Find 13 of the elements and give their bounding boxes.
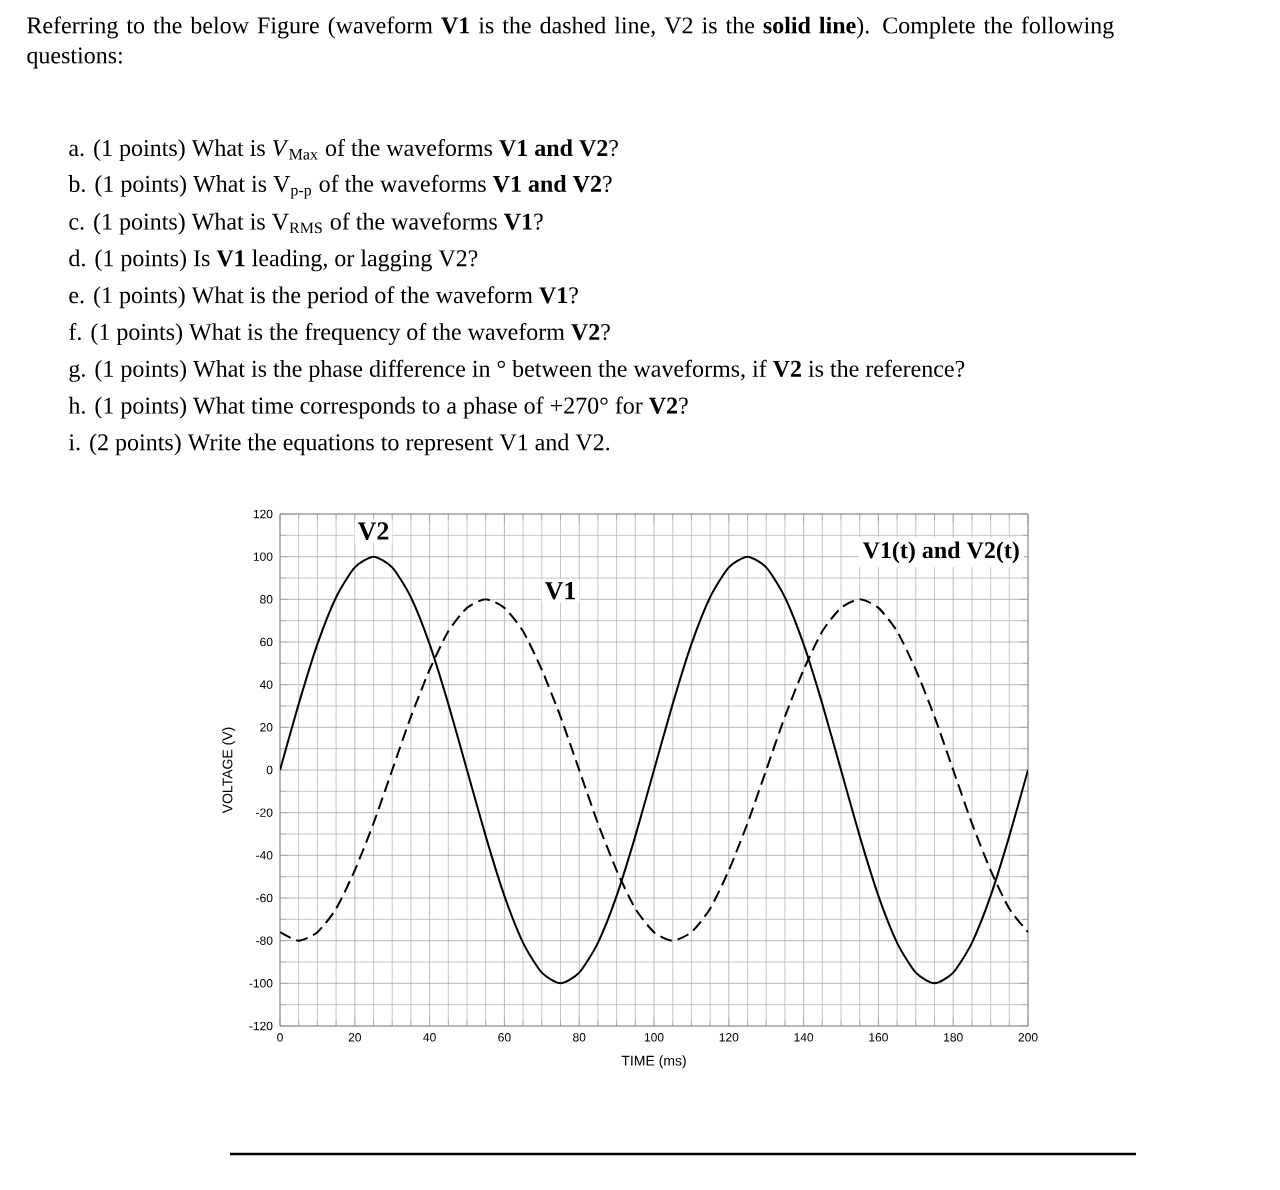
text: V1(t) and V2(t) [862,541,1019,564]
text: d. (1 points) Is V1 leading, or lagging V2? [69,249,478,272]
text: a. (1 points) What is V$_{Max}$ of the waveforms V1 and V2? [69,138,618,162]
text: i. (2 points) Write the equations to represent V1 and V2. [68,433,610,456]
text: b. (1 points) What is V$_{p-p}$ of the waveforms V1 and V2? [68,174,612,199]
text: e. (1 points) What is the period of the waveform V1? [69,286,578,309]
text: Referring to the below Figure (waveform V1 is the dashed line, V2 is the solid line). Complete the following questions: [27,16,1114,69]
text: f. (1 points) What is the frequency of the waveform V2? [69,322,610,346]
text: g. (1 points) What is the phase difference in ° between the waveforms, if V2 is the reference? [69,359,965,382]
series-label: V1 [544,582,576,600]
text: h. (1 points) What time corresponds to a phase of +270° for V2? [68,396,688,419]
text: c. (1 points) What is V$_{RMS}$ of the waveforms V1? [69,212,543,235]
series-label: V2 [357,522,389,540]
